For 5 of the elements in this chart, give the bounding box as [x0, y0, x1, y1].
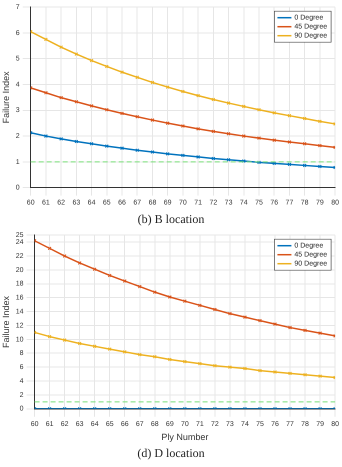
- x-axis-title: Ply Number: [161, 432, 208, 442]
- y-axis-title: Failure Index: [0, 70, 11, 124]
- y-axis-title: Failure Index: [0, 295, 11, 348]
- text: (d) D location: [136, 445, 206, 462]
- text: (b) B location: [136, 211, 206, 228]
